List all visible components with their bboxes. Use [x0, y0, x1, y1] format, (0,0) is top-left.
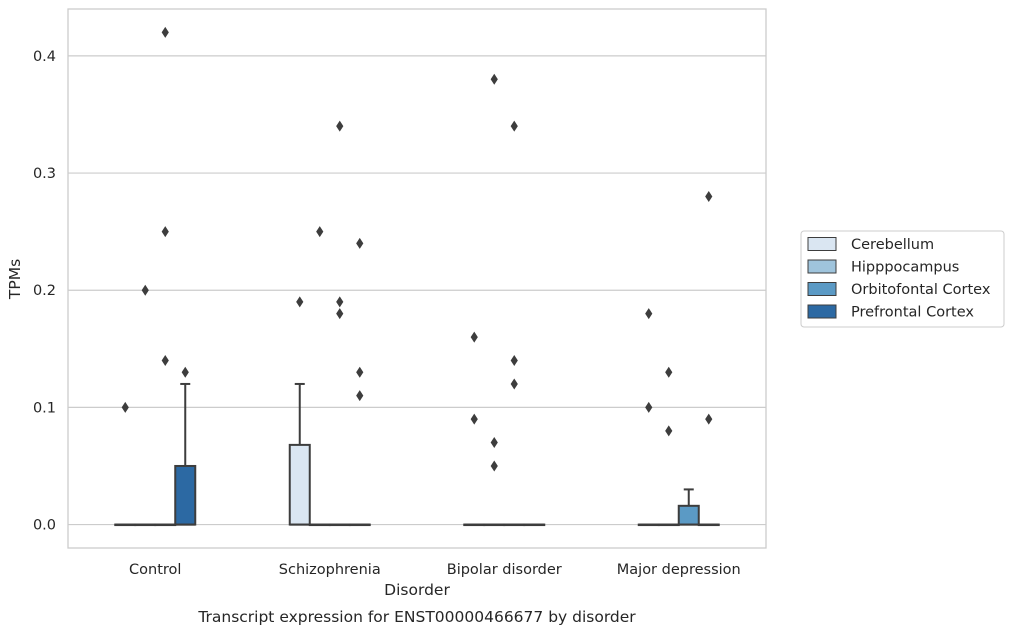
x-axis-label: Disorder	[384, 581, 450, 599]
outlier-point	[336, 120, 344, 132]
outlier-point	[356, 390, 364, 402]
outlier-point	[470, 331, 478, 343]
outlier-point	[510, 120, 518, 132]
y-tick-label: 0.1	[33, 400, 56, 416]
plot-frame	[67, 8, 767, 549]
plot-background	[68, 9, 766, 548]
box-hipppocampus	[134, 284, 157, 527]
legend-label: Cerebellum	[851, 237, 934, 253]
outlier-point	[336, 296, 344, 308]
legend-swatch	[807, 282, 837, 296]
box-cerebellum	[637, 308, 660, 527]
box-body	[288, 443, 311, 526]
outlier-point	[490, 73, 498, 85]
legend-swatch	[807, 259, 837, 274]
outlier-point	[121, 401, 129, 413]
outlier-point	[665, 366, 673, 378]
legend-frame	[800, 230, 1005, 328]
outlier-point	[161, 226, 169, 238]
box-cerebellum	[463, 331, 486, 527]
box-hipppocampus	[657, 366, 680, 527]
y-tick-label: 0.4	[33, 49, 56, 65]
legend-swatch	[807, 304, 837, 319]
y-axis-label: TPMs	[6, 259, 24, 300]
box-hipppocampus	[308, 226, 331, 527]
box-body	[677, 504, 700, 526]
outlier-point	[356, 366, 364, 378]
outlier-point	[296, 296, 304, 308]
y-tick-labels: 0.0 0.1 0.2 0.3 0.4	[33, 49, 56, 534]
box-prefrontal-cortex	[348, 237, 371, 527]
box-prefrontal-cortex	[174, 366, 197, 526]
y-tick-label: 0.0	[33, 518, 56, 534]
outlier-point	[141, 284, 149, 296]
chart-caption: Transcript expression for ENST0000046667…	[197, 608, 636, 626]
outlier-point	[356, 237, 364, 249]
outlier-point	[705, 190, 713, 202]
outlier-point	[705, 413, 713, 425]
box-orbitofontal-cortex	[677, 488, 700, 526]
outlier-point	[161, 355, 169, 367]
outlier-point	[490, 460, 498, 472]
y-tick-label: 0.2	[33, 283, 56, 299]
legend: Cerebellum Hipppocampus Orbitofontal Corte…	[800, 230, 1005, 328]
legend-swatch	[807, 237, 837, 251]
legend-label: Hipppocampus	[851, 260, 959, 276]
outlier-point	[470, 413, 478, 425]
outlier-point	[510, 378, 518, 390]
box-body	[174, 464, 197, 526]
outlier-point	[336, 308, 344, 320]
box-hipppocampus	[483, 73, 506, 527]
outlier-point	[645, 401, 653, 413]
legend-label: Prefrontal Cortex	[851, 305, 974, 321]
outlier-point	[645, 308, 653, 320]
outlier-point	[665, 425, 673, 437]
x-tick-label: Control	[129, 562, 181, 578]
outlier-point	[161, 26, 169, 38]
outlier-point	[490, 437, 498, 449]
box-orbitofontal-cortex	[503, 120, 526, 527]
outlier-point	[181, 366, 189, 378]
boxes-layer	[114, 26, 720, 527]
outlier-point	[316, 226, 324, 238]
box-prefrontal-cortex	[697, 190, 720, 527]
box-orbitofontal-cortex	[328, 120, 351, 527]
x-tick-labels: Control Schizophrenia Bipolar disorder Majo…	[129, 562, 741, 578]
box-prefrontal-cortex	[523, 523, 546, 527]
x-tick-label: Schizophrenia	[279, 562, 381, 578]
legend-label: Orbitofontal Cortex	[851, 282, 991, 298]
box-cerebellum	[288, 296, 311, 526]
outlier-point	[510, 355, 518, 367]
y-tick-label: 0.3	[33, 166, 56, 182]
x-tick-label: Bipolar disorder	[447, 562, 562, 578]
x-tick-label: Major depression	[617, 562, 741, 578]
